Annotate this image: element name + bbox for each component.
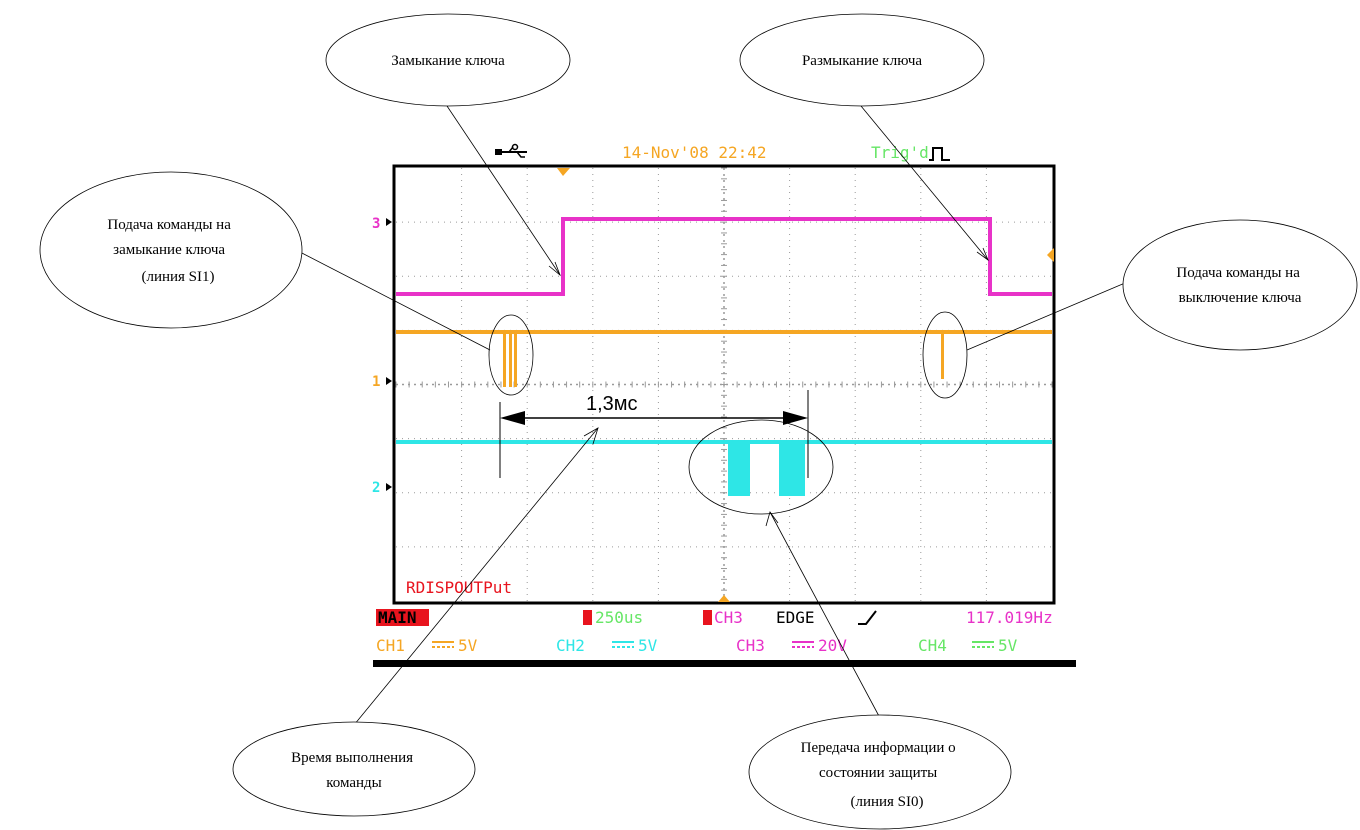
svg-text:Передача информации о со: Передача информации о состоянии защиты (…: [801, 740, 960, 810]
callout-cmd-off: Подача команды на выключение ключа: [1122, 219, 1358, 351]
ch4-scale: CH4 5V: [918, 636, 1018, 655]
svg-text:20V: 20V: [818, 636, 847, 655]
ch2-scale: CH2 5V: [556, 636, 658, 655]
time-measurement: 1,3мс: [499, 390, 809, 478]
program-label: RDISPOUTPut: [406, 578, 512, 597]
channel-scales: CH1 5V CH2 5V CH3 20V CH4 5V: [376, 636, 1018, 655]
svg-text:Замыкание ключа: Замыкание ключа: [391, 53, 505, 69]
base-bar: [373, 660, 1076, 667]
ch1-scale: CH1 5V: [376, 636, 478, 655]
channel-marker-2: 2: [372, 480, 392, 496]
svg-text:Подача команды на замыка: Подача команды на замыкание ключа (линия…: [107, 217, 234, 285]
arrow-left: [500, 411, 525, 425]
scope-header: 14-Nov'08 22:42 Trig'd: [495, 143, 950, 162]
timebase: 250us: [595, 608, 643, 627]
ellipse-cmd-close: [488, 314, 534, 396]
scope-screen: 3 1 2 RDISPOUTPut: [372, 164, 1056, 605]
callout-cmd-close: Подача команды на замыкание ключа (линия…: [39, 171, 303, 329]
svg-text:5V: 5V: [998, 636, 1018, 655]
callout-key-open: Размыкание ключа: [739, 13, 985, 107]
highlight-ellipses: [488, 311, 968, 515]
pulse-icon: [929, 147, 950, 161]
svg-text:CH1: CH1: [376, 636, 405, 655]
date-time: 14-Nov'08 22:42: [622, 143, 767, 162]
rising-edge-icon: [858, 610, 877, 625]
svg-text:3: 3: [372, 216, 380, 232]
main-label: MAIN: [378, 608, 417, 627]
ellipse-cmd-off: [922, 311, 968, 399]
trigger-mode: EDGE: [776, 608, 815, 627]
svg-text:Размыкание ключа: Размыкание ключа: [802, 53, 922, 69]
timebase-icon: [583, 610, 592, 625]
svg-text:CH2: CH2: [556, 636, 585, 655]
ellipse-protection: [688, 419, 834, 515]
leader-lines: [297, 105, 1126, 726]
svg-text:CH3: CH3: [736, 636, 765, 655]
channel-marker-1: 1: [372, 374, 392, 390]
trig-status: Trig'd: [871, 143, 929, 162]
callout-protection-info: Передача информации о состоянии защиты (…: [748, 714, 1012, 830]
trigger-position-marker: [557, 168, 570, 176]
svg-text:CH4: CH4: [918, 636, 947, 655]
scope-grid: [395, 167, 1053, 602]
ch2-pulses: [728, 440, 805, 496]
arrow-right: [783, 411, 808, 425]
svg-text:Подача команды на выключ: Подача команды на выключение ключа: [1176, 265, 1303, 306]
status-bar: MAIN 250us CH3 EDGE 117.019Hz: [376, 608, 1053, 627]
callout-key-close: Замыкание ключа: [325, 13, 571, 107]
ch3-scale: CH3 20V: [736, 636, 847, 655]
ch3-trace: [396, 217, 1052, 296]
usb-icon: [495, 143, 527, 158]
channel-marker-3: 3: [372, 216, 392, 232]
svg-text:1: 1: [372, 374, 380, 390]
trigger-icon: [703, 610, 712, 625]
ch1-pulses: [503, 332, 944, 387]
frequency: 117.019Hz: [966, 608, 1053, 627]
svg-text:5V: 5V: [638, 636, 658, 655]
svg-text:5V: 5V: [458, 636, 478, 655]
trigger-source: CH3: [714, 608, 743, 627]
bottom-marker: [718, 595, 730, 602]
svg-text:Время выполнения команды: Время выполнения команды: [291, 750, 417, 791]
callout-exec-time: Время выполнения команды: [232, 721, 476, 817]
trigger-level-marker: [1047, 248, 1054, 262]
measurement-label: 1,3мс: [586, 393, 638, 415]
svg-text:2: 2: [372, 480, 380, 496]
